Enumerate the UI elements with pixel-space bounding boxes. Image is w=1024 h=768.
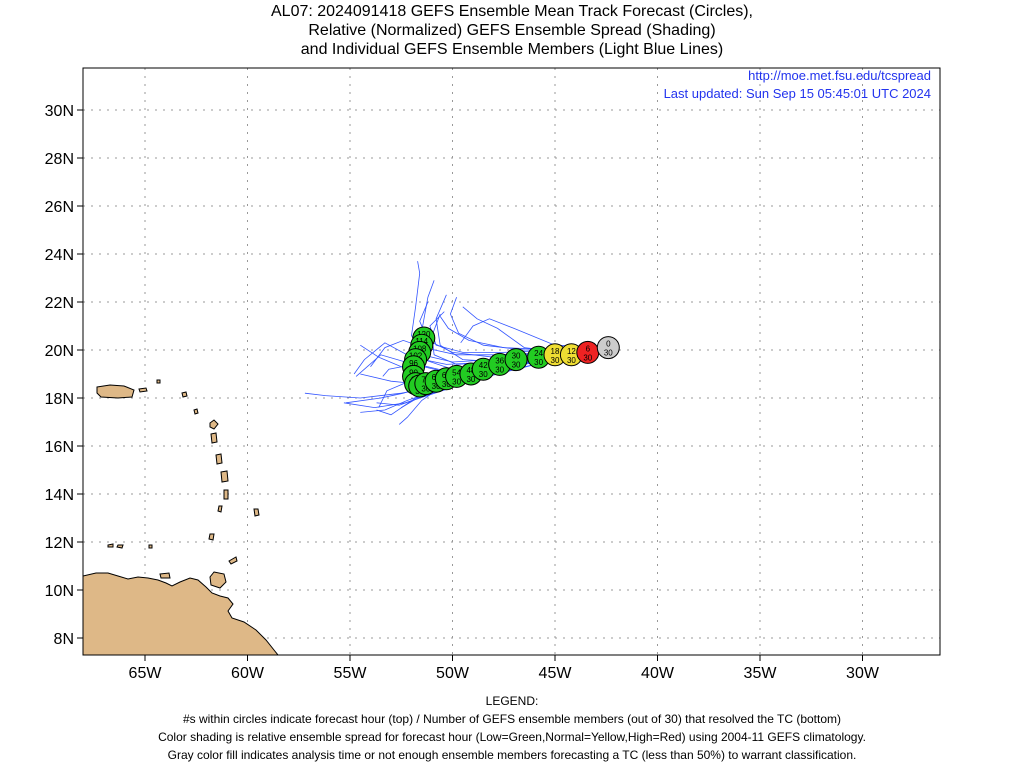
lon-tick-label: 55W: [334, 665, 368, 682]
mean-track-circles: 1202811428108281023096309030843078307230…: [402, 326, 620, 398]
martinique-island: [215, 453, 223, 465]
track-point-members: 30: [452, 377, 461, 386]
track-point-circle: [596, 336, 620, 360]
lat-tick-label: 26N: [45, 199, 74, 216]
track-point-members: 30: [551, 356, 560, 365]
track-point-hour: 30: [512, 352, 521, 361]
credit-url[interactable]: http://moe.met.fsu.edu/tcspread: [748, 68, 931, 83]
virgin-islands: [138, 387, 148, 393]
leeward-island-2: [181, 391, 188, 398]
lat-tick-label: 30N: [45, 103, 74, 120]
margarita-island: [159, 572, 171, 579]
track-point-members: 30: [479, 370, 488, 379]
track-point-members: 30: [495, 365, 504, 374]
lon-tick-label: 35W: [744, 665, 778, 682]
legend-line-3: Gray color fill indicates analysis time …: [167, 748, 857, 762]
track-point-members: 30: [432, 382, 441, 391]
aruba-island: [107, 543, 114, 548]
lat-tick-label: 8N: [54, 631, 74, 648]
title-line-2: Relative (Normalized) GEFS Ensemble Spre…: [308, 22, 716, 39]
track-point-circle: [504, 348, 528, 372]
track-point-hour: 24: [534, 349, 543, 358]
axis-ticks: 65W 60W 55W 50W 45W 40W 35W 30W 30N 28N 26N 24N 22N 2…: [45, 103, 880, 682]
tobago-island: [228, 556, 238, 565]
st-vincent-island: [223, 489, 229, 500]
lon-tick-label: 50W: [436, 665, 470, 682]
lat-tick-label: 10N: [45, 583, 74, 600]
st-lucia-island: [220, 470, 229, 483]
lat-tick-label: 20N: [45, 343, 74, 360]
track-point-members: 30: [534, 358, 543, 367]
track-point-members: 30: [466, 375, 475, 384]
chart-title: AL07: 2024091418 GEFS Ensemble Mean Trac…: [0, 2, 1024, 59]
lat-tick-label: 14N: [45, 487, 74, 504]
track-point-hour: 12: [567, 347, 576, 356]
track-point-members: 30: [583, 353, 592, 362]
track-point: 630: [576, 340, 600, 364]
south-america-coast: [83, 572, 279, 655]
track-point-hour: 108: [413, 344, 427, 353]
lat-tick-label: 12N: [45, 535, 74, 552]
track-point-hour: 0: [606, 340, 611, 349]
barbados-island: [253, 508, 260, 517]
track-point-hour: 96: [409, 359, 418, 368]
guadeloupe-island: [209, 419, 219, 430]
track-point-members: 30: [512, 361, 521, 370]
track-point-hour: 42: [479, 361, 488, 370]
lat-tick-label: 28N: [45, 151, 74, 168]
track-point-hour: 48: [466, 366, 475, 375]
track-point-members: 30: [567, 356, 576, 365]
track-point: 030: [596, 336, 620, 360]
track-point-members: 30: [604, 349, 613, 358]
track-point-hour: 6: [586, 344, 591, 353]
leeward-island-3: [193, 408, 199, 415]
lon-tick-label: 30W: [846, 665, 880, 682]
lat-tick-label: 18N: [45, 391, 74, 408]
track-point-hour: 54: [452, 368, 461, 377]
dominica-island: [210, 432, 218, 444]
title-line-1: AL07: 2024091418 GEFS Ensemble Mean Trac…: [271, 3, 753, 20]
land-areas: [83, 379, 279, 655]
trinidad-island: [209, 571, 227, 589]
curacao-island: [116, 544, 124, 549]
gridlines: [83, 68, 940, 655]
lat-tick-label: 16N: [45, 439, 74, 456]
track-point-hour: 18: [551, 347, 560, 356]
track-point-members: 30: [421, 385, 430, 394]
lon-tick-label: 45W: [539, 665, 573, 682]
lat-tick-label: 22N: [45, 295, 74, 312]
leeward-island-1: [156, 379, 161, 384]
legend: LEGEND: #s within circles indicate forec…: [0, 692, 1024, 764]
track-point-members: 30: [442, 380, 451, 389]
legend-line-1: #s within circles indicate forecast hour…: [182, 712, 842, 726]
ensemble-member-line: [460, 318, 609, 348]
title-line-3: and Individual GEFS Ensemble Members (Li…: [300, 41, 724, 58]
puerto-rico-island: [96, 384, 135, 399]
legend-heading: LEGEND:: [485, 694, 539, 708]
credit-updated: Last updated: Sun Sep 15 05:45:01 UTC 20…: [664, 86, 931, 101]
lon-tick-label: 60W: [231, 665, 265, 682]
grenadines-island: [217, 505, 223, 513]
plot-frame: [82, 67, 941, 656]
track-point-hour: 36: [495, 356, 504, 365]
bonaire-island: [148, 544, 153, 549]
legend-line-2: Color shading is relative ensemble sprea…: [158, 730, 866, 744]
grenada-island: [208, 533, 215, 541]
lon-tick-label: 65W: [129, 665, 163, 682]
lat-tick-label: 24N: [45, 247, 74, 264]
track-map: 1202811428108281023096309030843078307230…: [45, 67, 941, 682]
lon-tick-label: 40W: [641, 665, 675, 682]
